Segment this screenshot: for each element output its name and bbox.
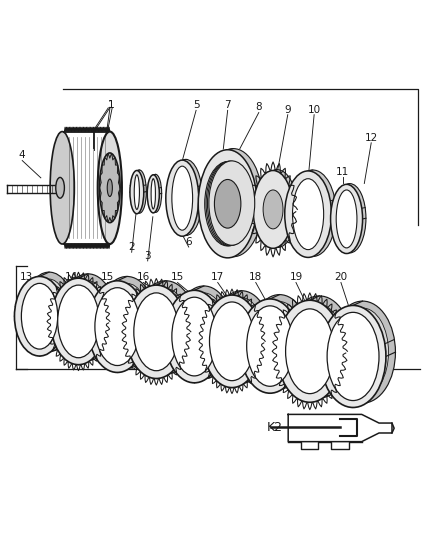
Ellipse shape (104, 284, 149, 361)
Ellipse shape (165, 290, 224, 383)
Ellipse shape (135, 281, 196, 374)
Text: 1: 1 (108, 100, 114, 110)
Text: 9: 9 (284, 104, 291, 115)
Ellipse shape (256, 302, 303, 382)
Text: 19: 19 (290, 272, 303, 282)
Ellipse shape (134, 293, 179, 371)
Ellipse shape (330, 301, 396, 403)
Ellipse shape (51, 278, 106, 365)
Ellipse shape (202, 295, 261, 387)
Text: 14: 14 (64, 272, 78, 282)
Ellipse shape (320, 305, 386, 407)
Ellipse shape (277, 300, 343, 402)
Ellipse shape (286, 296, 352, 398)
Ellipse shape (257, 169, 297, 247)
Ellipse shape (215, 180, 241, 228)
Ellipse shape (212, 290, 271, 383)
Ellipse shape (336, 190, 357, 248)
Text: 17: 17 (211, 272, 224, 282)
Ellipse shape (331, 184, 363, 254)
Ellipse shape (206, 161, 252, 246)
Ellipse shape (286, 309, 334, 394)
Ellipse shape (31, 279, 67, 345)
Text: 5: 5 (193, 100, 199, 110)
Text: 8: 8 (255, 102, 262, 112)
Ellipse shape (14, 277, 65, 356)
Text: 10: 10 (307, 104, 321, 115)
Text: 11: 11 (336, 167, 349, 177)
Ellipse shape (58, 285, 99, 358)
Ellipse shape (208, 161, 253, 246)
Ellipse shape (295, 304, 343, 389)
Text: 15: 15 (101, 272, 114, 282)
Ellipse shape (205, 161, 251, 246)
Ellipse shape (107, 179, 113, 197)
Ellipse shape (209, 161, 255, 245)
Ellipse shape (149, 174, 162, 213)
Text: 12: 12 (364, 133, 378, 143)
Ellipse shape (337, 308, 389, 396)
Ellipse shape (60, 274, 116, 360)
Ellipse shape (170, 159, 202, 236)
Ellipse shape (151, 179, 155, 209)
Ellipse shape (98, 277, 156, 368)
Ellipse shape (174, 286, 233, 378)
Ellipse shape (143, 288, 188, 366)
Ellipse shape (172, 166, 193, 230)
Text: 1: 1 (108, 100, 114, 110)
Ellipse shape (88, 281, 147, 373)
Ellipse shape (134, 175, 139, 209)
Text: 18: 18 (249, 272, 262, 282)
Ellipse shape (334, 184, 366, 253)
Text: 16: 16 (137, 272, 150, 282)
Text: K2: K2 (267, 421, 283, 434)
Ellipse shape (50, 132, 74, 244)
Ellipse shape (24, 272, 74, 352)
Ellipse shape (327, 312, 379, 401)
Ellipse shape (263, 190, 283, 229)
Ellipse shape (133, 170, 146, 213)
Ellipse shape (249, 295, 310, 389)
Ellipse shape (198, 150, 257, 258)
Ellipse shape (240, 299, 300, 393)
Ellipse shape (285, 171, 332, 257)
Text: 7: 7 (224, 100, 231, 110)
Ellipse shape (219, 297, 264, 376)
Ellipse shape (172, 297, 217, 376)
Ellipse shape (99, 153, 120, 223)
Ellipse shape (21, 284, 58, 349)
Ellipse shape (130, 171, 144, 214)
Text: 4: 4 (19, 150, 25, 160)
Text: 3: 3 (145, 251, 151, 261)
Text: 20: 20 (334, 272, 347, 282)
Ellipse shape (67, 281, 109, 353)
Ellipse shape (98, 132, 122, 244)
Ellipse shape (147, 175, 159, 213)
Ellipse shape (290, 170, 336, 256)
Text: 6: 6 (185, 237, 192, 247)
Text: 2: 2 (128, 242, 135, 252)
Ellipse shape (166, 160, 199, 236)
Ellipse shape (95, 288, 140, 366)
Text: 15: 15 (171, 272, 184, 282)
Ellipse shape (126, 285, 187, 378)
Ellipse shape (204, 149, 263, 257)
Text: 13: 13 (20, 272, 33, 282)
Ellipse shape (56, 177, 64, 198)
Ellipse shape (247, 306, 293, 386)
Ellipse shape (181, 293, 226, 372)
Ellipse shape (209, 302, 254, 381)
Ellipse shape (253, 171, 293, 248)
Ellipse shape (293, 179, 324, 249)
